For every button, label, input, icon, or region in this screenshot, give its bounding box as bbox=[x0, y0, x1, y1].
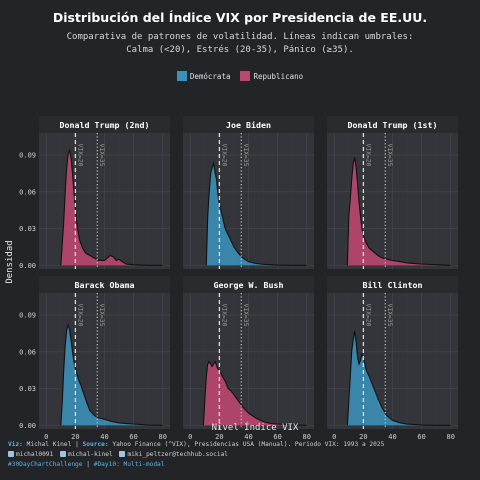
panel-6-header bbox=[327, 276, 458, 293]
x-axis-label: Nivel Índice VIX bbox=[212, 421, 299, 433]
x-tick-label: 80 bbox=[303, 433, 311, 441]
panel-2-title: Joe Biden bbox=[226, 120, 271, 130]
footer-separator: | bbox=[75, 441, 79, 448]
panel-3-threshold-label-20: VIX=20 bbox=[364, 144, 371, 167]
github-icon bbox=[8, 451, 14, 457]
y-tick-label: 0.00 bbox=[19, 262, 36, 270]
footer-social-linkedin[interactable]: michal-kinel bbox=[68, 451, 113, 458]
footer-tag-separator: | bbox=[86, 461, 90, 468]
panel-3-density-area bbox=[347, 157, 451, 266]
panel-5-density-area bbox=[203, 361, 307, 426]
panel-5-header bbox=[183, 276, 314, 293]
panel-6-title: Bill Clinton bbox=[363, 280, 423, 290]
panel-4-density-line bbox=[60, 322, 163, 426]
linkedin-icon bbox=[60, 451, 66, 457]
panel-5-density-line bbox=[202, 360, 307, 426]
legend-swatch-democrat bbox=[176, 71, 187, 81]
footer-viz-value: Michal Kinel bbox=[26, 441, 72, 448]
legend-label-democrat: Demócrata bbox=[189, 71, 231, 81]
y-tick-label: 0.09 bbox=[19, 152, 36, 160]
y-axis-label: Densidad bbox=[5, 240, 15, 283]
panel-1-threshold-label-20: VIX=20 bbox=[76, 144, 83, 167]
panel-2-threshold-label-35: VIX=35 bbox=[242, 144, 249, 167]
legend-swatch-republican bbox=[240, 71, 251, 81]
y-tick-label: 0.06 bbox=[19, 348, 36, 356]
panel-2-density-area bbox=[206, 163, 307, 266]
panel-4-density-area bbox=[60, 324, 163, 426]
legend: Demócrata Republicano bbox=[0, 71, 480, 81]
footer-social: michal0091 michal-kinel miki_peltzer@tec… bbox=[8, 451, 228, 458]
x-tick-label: 60 bbox=[129, 433, 137, 441]
x-tick-label: 40 bbox=[388, 433, 396, 441]
legend-item-republican: Republicano bbox=[240, 71, 303, 81]
footer-source-key: Source: bbox=[82, 441, 109, 448]
panel-4-title: Barack Obama bbox=[75, 280, 135, 290]
x-tick-label: 0 bbox=[332, 433, 336, 441]
panel-1-threshold-label-35: VIX=35 bbox=[98, 144, 105, 167]
x-tick-label: 80 bbox=[447, 433, 455, 441]
legend-item-democrat: Demócrata bbox=[176, 71, 231, 81]
panel-6-threshold-label-20: VIX=20 bbox=[364, 304, 371, 327]
panel-3-threshold-label-35: VIX=35 bbox=[386, 144, 393, 167]
footer-source-value: Yahoo Finance (^VIX), Presidencias USA (… bbox=[112, 441, 385, 448]
x-tick-label: 40 bbox=[100, 433, 108, 441]
y-tick-label: 0.09 bbox=[19, 312, 36, 320]
chart-subtitle-line2: Calma (<20), Estrés (20-35), Pánico (≥35… bbox=[126, 45, 354, 55]
panel-4-header bbox=[39, 276, 170, 293]
panel-4-threshold-label-20: VIX=20 bbox=[76, 304, 83, 327]
panel-2-threshold-label-20: VIX=20 bbox=[220, 144, 227, 167]
y-tick-label: 0.06 bbox=[19, 188, 36, 196]
panel-2-header bbox=[183, 116, 314, 133]
footer-viz-key: Viz: bbox=[8, 441, 23, 448]
panel-3-title: Donald Trump (1st) bbox=[348, 120, 438, 130]
mastodon-icon bbox=[119, 451, 126, 457]
panel-5-title: George W. Bush bbox=[214, 280, 284, 290]
panel-1-title: Donald Trump (2nd) bbox=[60, 120, 150, 130]
x-tick-label: 20 bbox=[215, 433, 223, 441]
panel-6-density-area bbox=[347, 331, 451, 426]
y-tick-label: 0.03 bbox=[19, 225, 36, 233]
footer-social-github[interactable]: michal0091 bbox=[16, 451, 54, 458]
x-tick-label: 20 bbox=[71, 433, 79, 441]
x-tick-label: 60 bbox=[417, 433, 425, 441]
panel-1-density-line bbox=[60, 148, 163, 266]
footer-social-mastodon[interactable]: miki_peltzer@techhub.social bbox=[127, 451, 229, 458]
panel-4-threshold-label-35: VIX=35 bbox=[98, 304, 105, 327]
panel-6-threshold-label-35: VIX=35 bbox=[386, 304, 393, 327]
x-tick-label: 40 bbox=[244, 433, 252, 441]
panel-5-threshold-label-20: VIX=20 bbox=[220, 304, 227, 327]
panel-5-threshold-label-35: VIX=35 bbox=[242, 304, 249, 327]
footer-tags: #30DayChartChallenge | #Day10: Multi-mod… bbox=[8, 461, 165, 468]
footer-tag-day[interactable]: #Day10: Multi-modal bbox=[93, 461, 165, 468]
panel-2-density-line bbox=[205, 161, 307, 266]
x-tick-label: 0 bbox=[44, 433, 48, 441]
x-tick-label: 20 bbox=[359, 433, 367, 441]
x-tick-label: 80 bbox=[159, 433, 167, 441]
chart-title: Distribución del Índice VIX por Presiden… bbox=[52, 10, 428, 25]
footer-tag-challenge[interactable]: #30DayChartChallenge bbox=[8, 461, 83, 468]
chart-subtitle-line1: Comparativa de patrones de volatilidad. … bbox=[66, 32, 414, 42]
y-tick-label: 0.03 bbox=[19, 385, 36, 393]
panel-3-header bbox=[327, 116, 458, 133]
panel-3-density-line bbox=[346, 157, 451, 266]
panel-6-density-line bbox=[346, 330, 451, 426]
footer-credits: Viz: Michal Kinel | Source: Yahoo Financ… bbox=[8, 441, 384, 448]
panel-1-header bbox=[39, 116, 170, 133]
y-tick-label: 0.00 bbox=[19, 422, 36, 430]
x-tick-label: 0 bbox=[188, 433, 192, 441]
x-tick-label: 60 bbox=[273, 433, 281, 441]
legend-label-republican: Republicano bbox=[253, 71, 304, 81]
